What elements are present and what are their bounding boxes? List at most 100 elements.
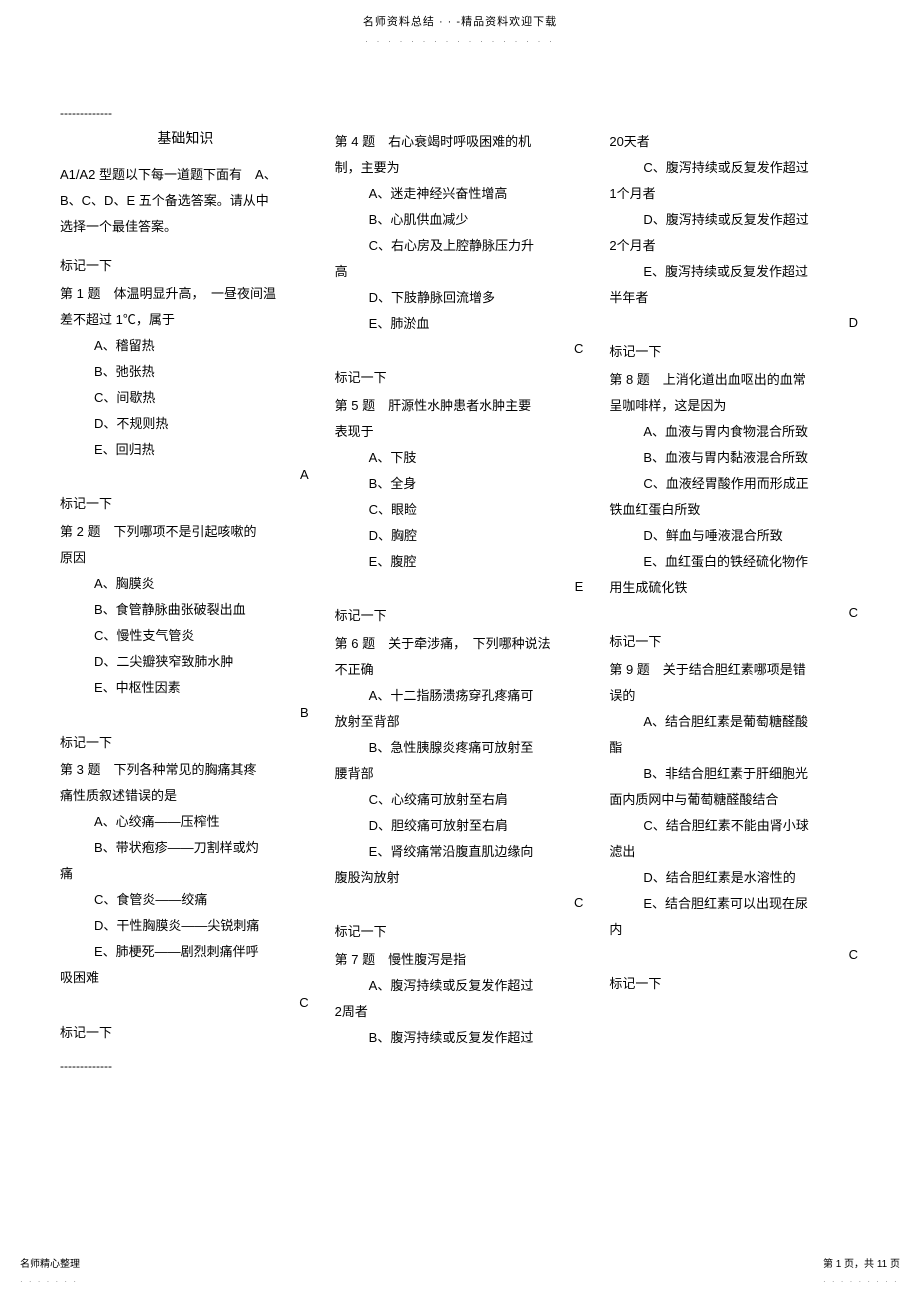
option: C、慢性支气管炎 bbox=[60, 623, 311, 649]
option: C、食管炎——绞痛 bbox=[60, 887, 311, 913]
mark-label: 标记一下 bbox=[609, 972, 860, 997]
footer-right-dots: · · · · · · · · · bbox=[823, 1274, 900, 1289]
intro-line: 选择一个最佳答案。 bbox=[60, 214, 311, 240]
option: E、血红蛋白的铁经硫化物作 bbox=[609, 549, 860, 575]
mark-label: 标记一下 bbox=[60, 731, 311, 756]
option: B、弛张热 bbox=[60, 359, 311, 385]
mark-label: 标记一下 bbox=[335, 604, 586, 629]
footer-left-dots: · · · · · · · bbox=[20, 1274, 80, 1289]
header-dots: · · · · · · · · · · · · · · · · · bbox=[0, 33, 920, 50]
column-3: 20天者 C、腹泻持续或反复发作超过 1个月者 D、腹泻持续或反复发作超过 2个… bbox=[609, 129, 860, 1051]
mark-label: 标记一下 bbox=[60, 492, 311, 517]
top-dashes: ------------- bbox=[60, 102, 860, 125]
question-title: 第 7 题 慢性腹泻是指 bbox=[335, 947, 586, 973]
option: B、带状疱疹——刀割样或灼 bbox=[60, 835, 311, 861]
mark-label: 标记一下 bbox=[609, 340, 860, 365]
option: B、腹泻持续或反复发作超过 bbox=[335, 1025, 586, 1051]
option-cont: 腰背部 bbox=[335, 761, 586, 787]
option-cont: 高 bbox=[335, 259, 586, 285]
mark-label: 标记一下 bbox=[60, 1021, 311, 1046]
section-title: 基础知识 bbox=[60, 129, 311, 149]
option: D、下肢静脉回流增多 bbox=[335, 285, 586, 311]
option: B、血液与胃内黏液混合所致 bbox=[609, 445, 860, 471]
question-title: 第 8 题 上消化道出血呕出的血常 bbox=[609, 367, 860, 393]
intro-block: A1/A2 型题以下每一道题下面有 A、 B、C、D、E 五个备选答案。请从中 … bbox=[60, 162, 311, 240]
option-cont: 2周者 bbox=[335, 999, 586, 1025]
option: A、迷走神经兴奋性增高 bbox=[335, 181, 586, 207]
option: E、腹泻持续或反复发作超过 bbox=[609, 259, 860, 285]
option: C、腹泻持续或反复发作超过 bbox=[609, 155, 860, 181]
option: C、结合胆红素不能由肾小球 bbox=[609, 813, 860, 839]
option-cont: 放射至背部 bbox=[335, 709, 586, 735]
question-title-cont: 误的 bbox=[609, 683, 860, 709]
column-2: 第 4 题 右心衰竭时呼吸困难的机 制，主要为 A、迷走神经兴奋性增高 B、心肌… bbox=[335, 129, 586, 1051]
footer-right-text: 第 1 页，共 11 页 bbox=[823, 1255, 900, 1274]
option: B、全身 bbox=[335, 471, 586, 497]
option: E、肺淤血 bbox=[335, 311, 586, 337]
question-title: 第 6 题 关于牵涉痛， 下列哪种说法 bbox=[335, 631, 586, 657]
answer: C bbox=[609, 601, 860, 624]
question-title: 第 5 题 肝源性水肿患者水肿主要 bbox=[335, 393, 586, 419]
mark-label: 标记一下 bbox=[335, 920, 586, 945]
option: E、中枢性因素 bbox=[60, 675, 311, 701]
option-cont: 2个月者 bbox=[609, 233, 860, 259]
option: B、急性胰腺炎疼痛可放射至 bbox=[335, 735, 586, 761]
option-cont: 吸困难 bbox=[60, 965, 311, 991]
option: E、肾绞痛常沿腹直肌边缘向 bbox=[335, 839, 586, 865]
question-title-cont: 差不超过 1℃，属于 bbox=[60, 307, 311, 333]
option-cont: 半年者 bbox=[609, 285, 860, 311]
question-title-cont: 表现于 bbox=[335, 419, 586, 445]
option: E、回归热 bbox=[60, 437, 311, 463]
answer: E bbox=[335, 575, 586, 598]
question-title-cont: 不正确 bbox=[335, 657, 586, 683]
option: B、食管静脉曲张破裂出血 bbox=[60, 597, 311, 623]
footer-left-text: 名师精心整理 bbox=[20, 1255, 80, 1274]
question-title: 第 3 题 下列各种常见的胸痛其疼 bbox=[60, 757, 311, 783]
option: A、十二指肠溃疡穿孔疼痛可 bbox=[335, 683, 586, 709]
option-cont: 腹股沟放射 bbox=[335, 865, 586, 891]
option: A、胸膜炎 bbox=[60, 571, 311, 597]
option: C、血液经胃酸作用而形成正 bbox=[609, 471, 860, 497]
option: E、肺梗死——剧烈刺痛伴呼 bbox=[60, 939, 311, 965]
footer-right: 第 1 页，共 11 页 · · · · · · · · · bbox=[823, 1255, 900, 1289]
question-title: 第 9 题 关于结合胆红素哪项是错 bbox=[609, 657, 860, 683]
footer-left: 名师精心整理 · · · · · · · bbox=[20, 1255, 80, 1289]
option: D、二尖瓣狭窄致肺水肿 bbox=[60, 649, 311, 675]
column-layout: 基础知识 A1/A2 型题以下每一道题下面有 A、 B、C、D、E 五个备选答案… bbox=[60, 129, 860, 1051]
option: B、非结合胆红素于肝细胞光 bbox=[609, 761, 860, 787]
intro-line: B、C、D、E 五个备选答案。请从中 bbox=[60, 188, 311, 214]
option: A、结合胆红素是葡萄糖醛酸 bbox=[609, 709, 860, 735]
option: C、间歇热 bbox=[60, 385, 311, 411]
option: D、胆绞痛可放射至右肩 bbox=[335, 813, 586, 839]
option-cont: 酯 bbox=[609, 735, 860, 761]
answer: D bbox=[609, 311, 860, 334]
answer: A bbox=[60, 463, 311, 486]
option: C、心绞痛可放射至右肩 bbox=[335, 787, 586, 813]
header-text: 名师资料总结 · · -精品资料欢迎下载 bbox=[0, 12, 920, 33]
option-cont: 20天者 bbox=[609, 129, 860, 155]
option: A、腹泻持续或反复发作超过 bbox=[335, 973, 586, 999]
option: A、下肢 bbox=[335, 445, 586, 471]
option: D、干性胸膜炎——尖锐刺痛 bbox=[60, 913, 311, 939]
column-1: 基础知识 A1/A2 型题以下每一道题下面有 A、 B、C、D、E 五个备选答案… bbox=[60, 129, 311, 1051]
mark-label: 标记一下 bbox=[335, 366, 586, 391]
answer: C bbox=[609, 943, 860, 966]
option-cont: 铁血红蛋白所致 bbox=[609, 497, 860, 523]
option: B、心肌供血减少 bbox=[335, 207, 586, 233]
mark-label: 标记一下 bbox=[609, 630, 860, 655]
option-cont: 滤出 bbox=[609, 839, 860, 865]
option-cont: 内 bbox=[609, 917, 860, 943]
option: D、鲜血与唾液混合所致 bbox=[609, 523, 860, 549]
option: A、稽留热 bbox=[60, 333, 311, 359]
option: E、结合胆红素可以出现在尿 bbox=[609, 891, 860, 917]
option: A、血液与胃内食物混合所致 bbox=[609, 419, 860, 445]
content-area: ------------- 基础知识 A1/A2 型题以下每一道题下面有 A、 … bbox=[0, 58, 920, 1122]
option: A、心绞痛——压榨性 bbox=[60, 809, 311, 835]
question-title-cont: 呈咖啡样，这是因为 bbox=[609, 393, 860, 419]
question-title: 第 1 题 体温明显升高， 一昼夜间温 bbox=[60, 281, 311, 307]
answer: C bbox=[335, 337, 586, 360]
question-title: 第 2 题 下列哪项不是引起咳嗽的 bbox=[60, 519, 311, 545]
question-title-cont: 痛性质叙述错误的是 bbox=[60, 783, 311, 809]
answer: C bbox=[335, 891, 586, 914]
option-cont: 面内质网中与葡萄糖醛酸结合 bbox=[609, 787, 860, 813]
